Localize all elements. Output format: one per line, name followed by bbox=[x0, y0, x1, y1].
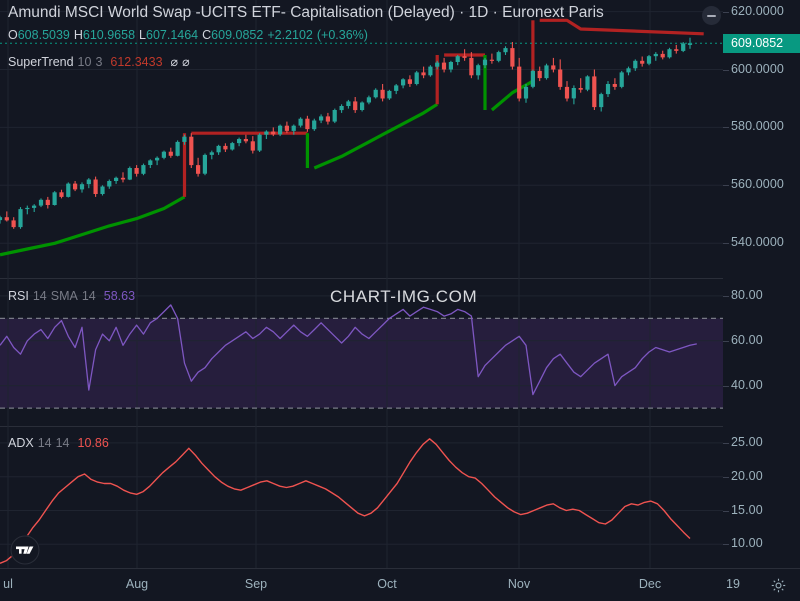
adx-pane[interactable] bbox=[0, 426, 723, 568]
close-value: 609.0852 bbox=[211, 28, 264, 42]
rsi-plot bbox=[0, 278, 723, 426]
adx-legend[interactable]: ADX 14 14 10.86 bbox=[8, 436, 109, 450]
rsi-pane[interactable] bbox=[0, 278, 723, 426]
rsi-axis-label: 80.00 bbox=[731, 287, 763, 302]
low-label: L bbox=[139, 28, 146, 42]
axis-tick bbox=[723, 185, 729, 187]
value-axis[interactable]: 620.0000 600.0000 580.0000 560.0000 540.0000… bbox=[723, 0, 800, 568]
price-axis-label: 600.0000 bbox=[731, 61, 784, 76]
rsi-ma-name: SMA bbox=[50, 289, 78, 303]
time-axis-label: 19 bbox=[726, 577, 740, 591]
rsi-axis-label: 40.00 bbox=[731, 377, 763, 392]
axis-tick bbox=[723, 476, 729, 478]
tradingview-logo[interactable] bbox=[10, 535, 40, 565]
adx-axis-label: 20.00 bbox=[731, 468, 763, 483]
supertrend-na-1: ⌀ bbox=[170, 55, 179, 69]
time-axis[interactable]: ul Aug Sep Oct Nov Dec 19 bbox=[0, 568, 800, 601]
axis-tick bbox=[723, 340, 729, 342]
adx-name: ADX bbox=[8, 436, 34, 450]
axis-tick bbox=[723, 385, 729, 387]
supertrend-value: 612.3433 bbox=[110, 55, 163, 69]
price-pane[interactable] bbox=[0, 0, 723, 278]
adx-param-1: 14 bbox=[37, 436, 52, 450]
price-axis-label: 620.0000 bbox=[731, 3, 784, 18]
supertrend-legend[interactable]: SuperTrend 10 3 612.3433 ⌀ ⌀ bbox=[8, 54, 190, 69]
close-label: C bbox=[202, 28, 212, 42]
time-axis-label: Dec bbox=[638, 577, 662, 591]
pane-separator-2[interactable] bbox=[0, 426, 800, 427]
time-axis-label: Sep bbox=[244, 577, 268, 591]
adx-value: 10.86 bbox=[77, 436, 109, 450]
high-label: H bbox=[73, 28, 83, 42]
watermark: CHART-IMG.COM bbox=[330, 287, 478, 306]
price-plot bbox=[0, 0, 723, 278]
rsi-length: 14 bbox=[32, 289, 47, 303]
supertrend-param-1: 10 bbox=[77, 55, 92, 69]
open-label: O bbox=[8, 28, 18, 42]
low-value: 607.1464 bbox=[146, 28, 199, 42]
supertrend-na-2: ⌀ bbox=[182, 55, 190, 69]
high-value: 610.9658 bbox=[82, 28, 136, 42]
axis-tick bbox=[723, 295, 729, 297]
adx-param-2: 14 bbox=[55, 436, 70, 450]
rsi-axis-label: 60.00 bbox=[731, 332, 763, 347]
rsi-name: RSI bbox=[8, 289, 29, 303]
time-axis-label: ul bbox=[3, 577, 13, 591]
ohlc-legend: O608.5039 H610.9658 L607.1464 C609.0852 +2.2… bbox=[8, 28, 368, 42]
adx-plot bbox=[0, 426, 723, 568]
axis-tick bbox=[723, 544, 729, 546]
axis-tick bbox=[723, 127, 729, 129]
last-price-badge[interactable]: 609.0852 bbox=[723, 33, 800, 53]
time-axis-label: Oct bbox=[377, 577, 397, 591]
price-axis-label: 560.0000 bbox=[731, 177, 784, 192]
adx-axis-label: 15.00 bbox=[731, 502, 763, 517]
gear-icon[interactable] bbox=[771, 578, 786, 593]
axis-tick bbox=[723, 442, 729, 444]
rsi-value: 58.63 bbox=[103, 289, 136, 303]
adx-axis-label: 10.00 bbox=[731, 536, 763, 551]
rsi-ma-length: 14 bbox=[81, 289, 96, 303]
open-value: 608.5039 bbox=[17, 28, 70, 42]
minus-circle-icon[interactable] bbox=[702, 6, 721, 25]
change-value: +2.2102 bbox=[267, 28, 313, 42]
adx-axis-label: 25.00 bbox=[731, 434, 763, 449]
axis-tick bbox=[723, 243, 729, 245]
axis-tick bbox=[723, 510, 729, 512]
pane-separator-1[interactable] bbox=[0, 278, 800, 279]
time-axis-label: Nov bbox=[507, 577, 531, 591]
chart-title: Amundi MSCI World Swap -UCITS ETF- Capit… bbox=[8, 4, 604, 21]
supertrend-name: SuperTrend bbox=[8, 55, 74, 69]
rsi-legend[interactable]: RSI 14 SMA 14 58.63 bbox=[8, 289, 135, 303]
price-axis-label: 580.0000 bbox=[731, 119, 784, 134]
change-percent: (+0.36%) bbox=[316, 28, 368, 42]
time-axis-label: Aug bbox=[125, 577, 149, 591]
axis-tick bbox=[723, 69, 729, 71]
supertrend-param-2: 3 bbox=[95, 55, 103, 69]
axis-tick bbox=[723, 11, 729, 13]
price-axis-label: 540.0000 bbox=[731, 235, 784, 250]
